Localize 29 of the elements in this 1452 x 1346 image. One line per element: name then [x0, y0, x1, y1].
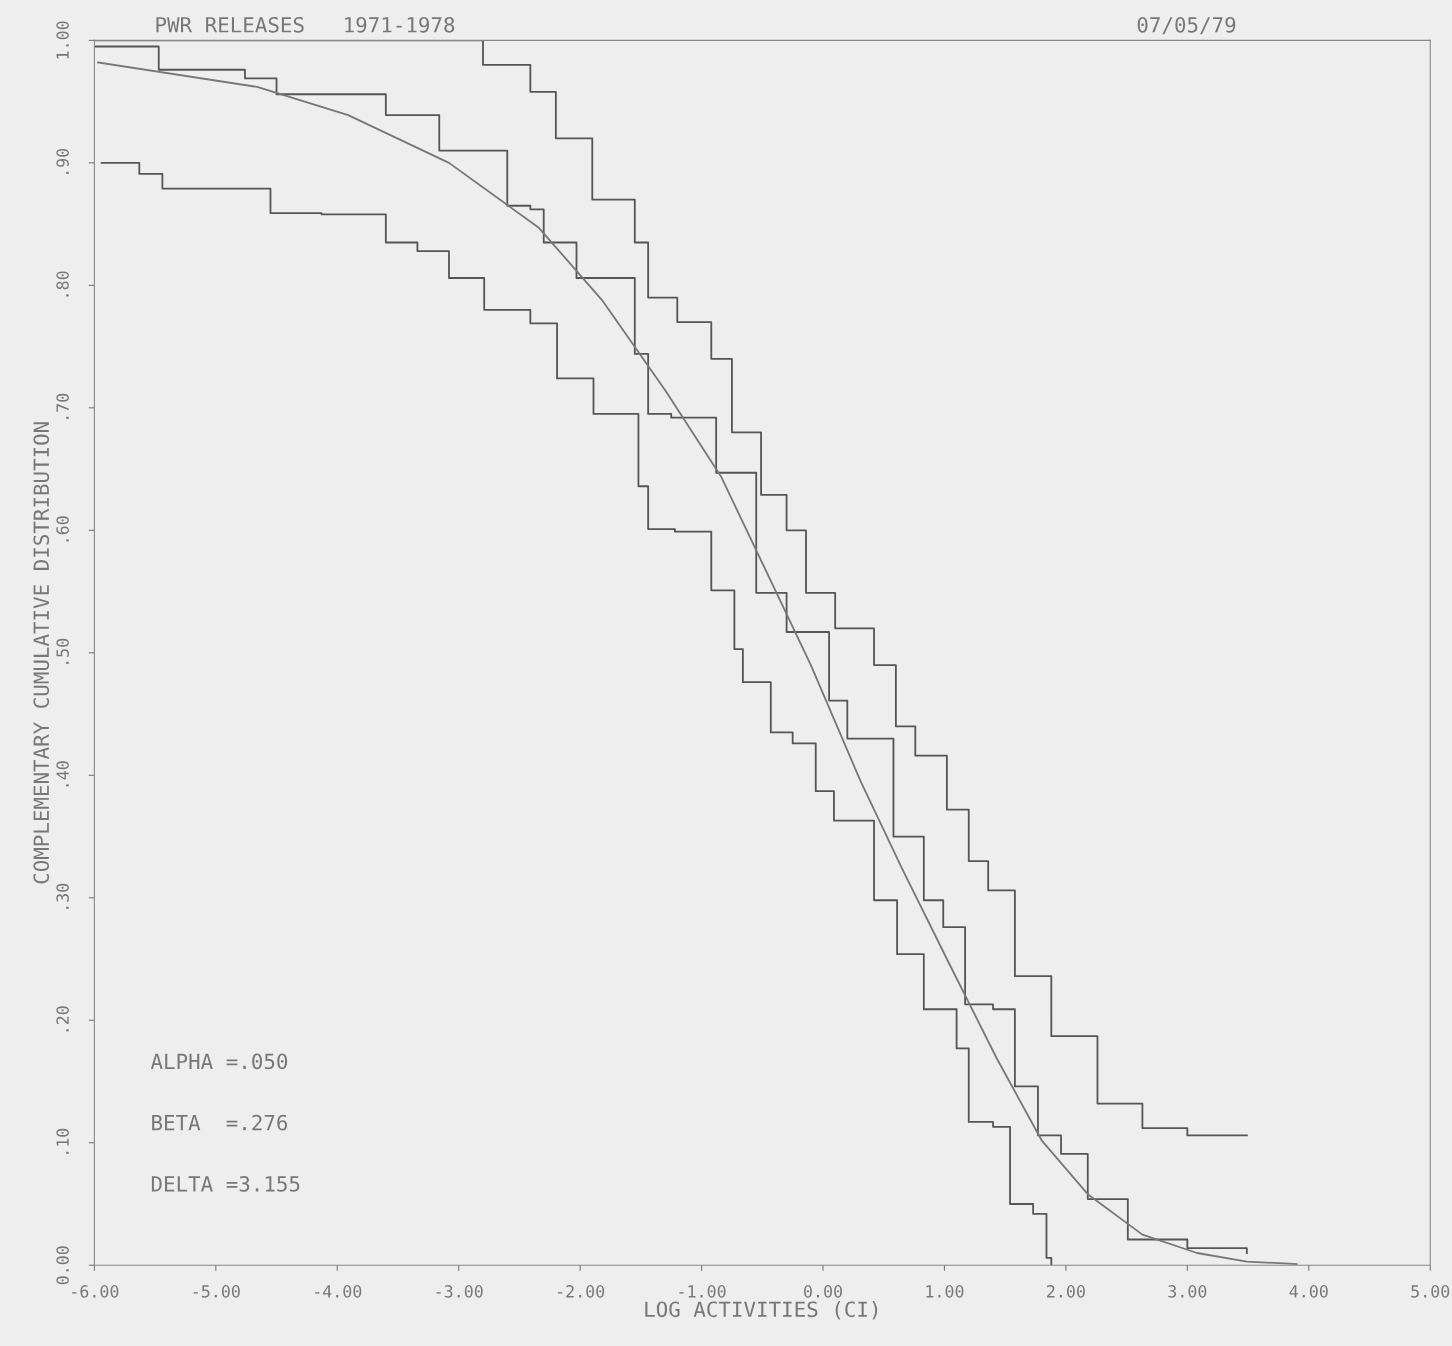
- x-tick-label: 2.00: [1047, 1285, 1085, 1298]
- text: 07/05/79: [1137, 16, 1236, 35]
- x-tick-label: -6.00: [72, 1285, 119, 1298]
- y-tick-label: .40: [56, 761, 69, 787]
- y-tick-label: .50: [56, 638, 69, 664]
- x-tick-label: -4.00: [315, 1285, 362, 1298]
- annotation: ALPHA =.050: [150, 1053, 288, 1070]
- y-tick-label: 1.00: [56, 21, 69, 59]
- y-tick-label: .80: [56, 271, 69, 297]
- x-tick-label: 3.00: [1168, 1285, 1207, 1298]
- annotation: BETA =.276: [152, 1114, 288, 1131]
- y-tick-label: .90: [56, 148, 69, 174]
- x-tick-label: -5.00: [193, 1285, 240, 1298]
- annotation: DELTA =3.155: [151, 1175, 300, 1192]
- y-tick-label: .20: [56, 1006, 69, 1032]
- x-axis-title: LOG ACTIVITIES (CI): [645, 1301, 878, 1320]
- x-tick-label: -3.00: [436, 1285, 483, 1298]
- y-tick-label: .60: [56, 516, 69, 542]
- x-tick-label: 1.00: [926, 1285, 964, 1298]
- x-tick-label: 4.00: [1289, 1285, 1328, 1298]
- x-tick-label: -1.00: [679, 1285, 726, 1298]
- x-tick-label: -2.00: [557, 1285, 605, 1298]
- y-tick-label: .30: [56, 883, 69, 909]
- y-tick-label: .70: [56, 393, 69, 419]
- x-tick-label: 0.00: [804, 1285, 843, 1298]
- chart-title: PWR RELEASES 1971-1978: [156, 16, 455, 33]
- y-axis-title: COMPLEMENTARY CUMULATIVE DISTRIBUTION: [33, 422, 50, 884]
- y-tick-label: .10: [56, 1128, 69, 1154]
- x-tick-label: 5.00: [1411, 1285, 1450, 1298]
